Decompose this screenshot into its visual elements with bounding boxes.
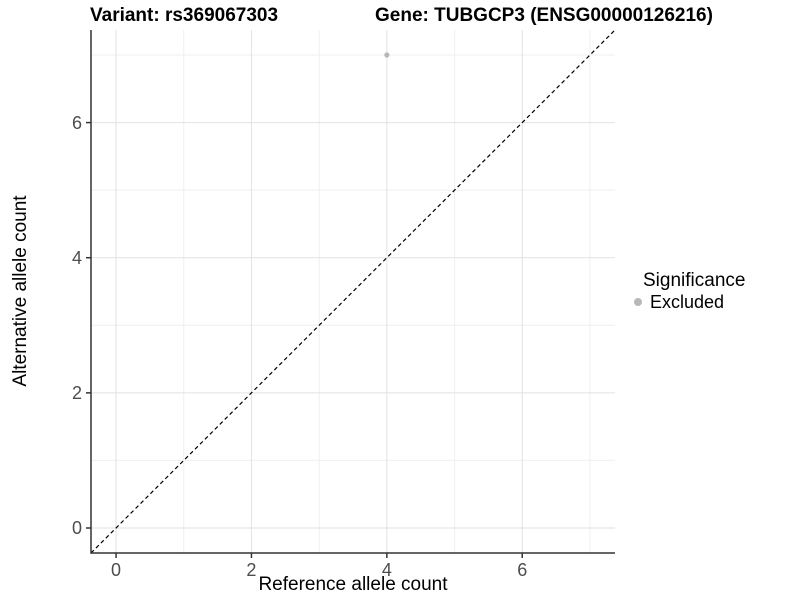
legend-key: [626, 292, 650, 312]
y-tick-label: 6: [71, 112, 82, 133]
legend-title: Significance: [643, 270, 746, 291]
y-tick-label: 0: [71, 517, 82, 538]
data-point: [384, 52, 390, 58]
y-tick-label: 4: [71, 247, 82, 268]
legend-point-icon: [634, 298, 642, 306]
x-tick-label: 2: [246, 560, 257, 580]
legend-entry: Excluded: [626, 292, 745, 312]
legend-entry-label: Excluded: [650, 292, 725, 312]
plot-title-gene: Gene: TUBGCP3 (ENSG00000126216): [375, 5, 713, 26]
legend: Significance Excluded: [626, 270, 745, 312]
plot-title-variant: Variant: rs369067303: [90, 5, 279, 26]
x-tick-label: 0: [111, 560, 122, 580]
x-axis-label: Reference allele count: [258, 574, 448, 595]
y-tick-label: 2: [71, 382, 82, 403]
x-tick-label: 4: [381, 560, 392, 580]
y-axis-label: Alternative allele count: [10, 195, 31, 387]
identity-line: [90, 29, 616, 554]
x-tick-label: 6: [517, 560, 528, 580]
